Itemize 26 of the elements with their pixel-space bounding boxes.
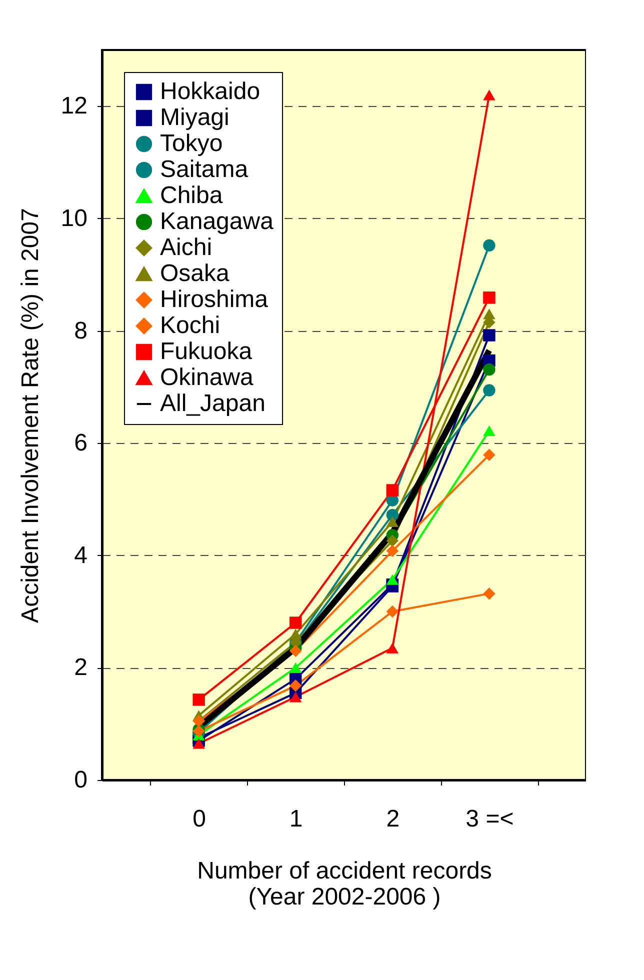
y-tick-label: 0 bbox=[74, 766, 88, 794]
legend-label: Kochi bbox=[160, 312, 220, 339]
legend-label: Hiroshima bbox=[160, 286, 269, 313]
legend-label: Tokyo bbox=[160, 130, 223, 157]
x-tick-label: 0 bbox=[192, 806, 206, 832]
y-tick-label: 2 bbox=[74, 654, 88, 682]
legend-label: Okinawa bbox=[160, 364, 254, 391]
legend-label: Osaka bbox=[160, 260, 230, 287]
legend-label: Kanagawa bbox=[160, 208, 274, 235]
x-axis-title: Number of accident records (Year 2002-2006 ) bbox=[197, 858, 492, 910]
legend-label: Miyagi bbox=[160, 104, 230, 131]
x-tick-label: 2 bbox=[386, 806, 400, 832]
y-tick-label: 10 bbox=[60, 204, 88, 232]
y-tick-label: 4 bbox=[74, 542, 88, 569]
x-tick-label: 1 bbox=[289, 806, 303, 832]
y-tick-label: 8 bbox=[74, 317, 88, 344]
y-tick-label: 12 bbox=[60, 92, 88, 120]
legend-label: Chiba bbox=[160, 182, 224, 209]
x-tick-label: 3 =< bbox=[466, 806, 514, 832]
legend-label: Saitama bbox=[160, 156, 249, 183]
legend-label: Aichi bbox=[160, 234, 212, 261]
legend-label: All_Japan bbox=[160, 390, 266, 417]
y-axis-title: Accident Involvement Rate (%) in 2007 bbox=[16, 208, 44, 623]
legend-label: Hokkaido bbox=[160, 78, 260, 105]
y-tick-label: 6 bbox=[74, 430, 88, 457]
legend-label: Fukuoka bbox=[160, 338, 253, 365]
